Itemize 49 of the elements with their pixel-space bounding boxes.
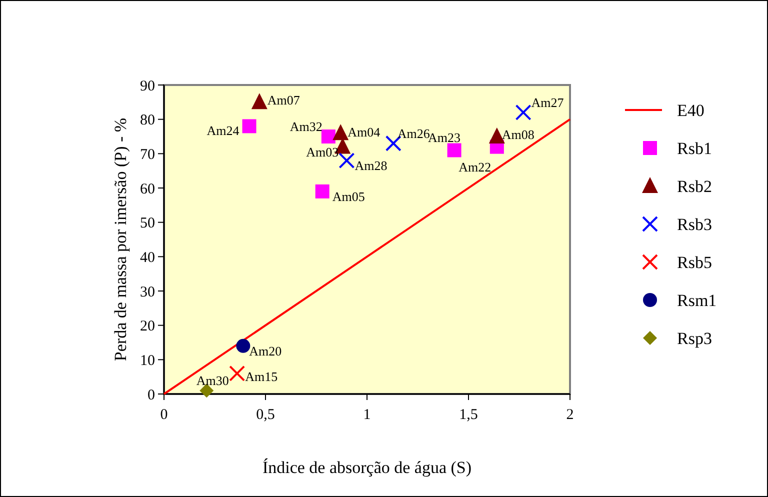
legend-label: Rsm1 bbox=[677, 290, 717, 310]
x-axis-title: Índice de absorção de água (S) bbox=[262, 458, 472, 477]
y-tick-label: 90 bbox=[140, 78, 155, 94]
y-axis-title: Perda de massa por imersão (P) - % bbox=[111, 118, 130, 362]
annotation: Am26 bbox=[397, 126, 430, 141]
point bbox=[242, 119, 256, 134]
annotation: Am32 bbox=[290, 119, 322, 134]
legend-label: Rsp3 bbox=[677, 328, 712, 348]
y-tick-label: 60 bbox=[140, 181, 155, 198]
legend-label: Rsb3 bbox=[677, 214, 712, 234]
point bbox=[332, 124, 349, 140]
y-tick-label: 30 bbox=[140, 284, 155, 300]
point bbox=[515, 104, 532, 120]
annotation: Am07 bbox=[267, 92, 300, 108]
legend-label: Rsb5 bbox=[677, 252, 712, 272]
x-tick-label: 1 bbox=[363, 407, 371, 423]
y-tick-label: 0 bbox=[148, 387, 155, 404]
annotation: Am04 bbox=[348, 124, 381, 140]
annotation: Am05 bbox=[332, 188, 365, 204]
x-tick-label: 0,5 bbox=[256, 407, 275, 423]
point bbox=[236, 338, 250, 353]
annotation: Am20 bbox=[249, 343, 282, 358]
point bbox=[251, 93, 268, 110]
annotation: Am03 bbox=[306, 144, 339, 160]
point bbox=[315, 184, 330, 198]
point bbox=[338, 152, 355, 169]
x-tick-label: 2 bbox=[566, 407, 574, 423]
annotation: Am28 bbox=[354, 158, 388, 174]
x-tick-label: 0 bbox=[160, 407, 168, 423]
annotation: Am22 bbox=[458, 159, 492, 174]
point bbox=[447, 143, 462, 158]
y-tick-label: 10 bbox=[140, 352, 155, 369]
y-tick-label: 70 bbox=[140, 146, 155, 163]
annotation: Am08 bbox=[502, 127, 534, 142]
point bbox=[321, 130, 336, 144]
y-tick-label: 50 bbox=[140, 216, 155, 232]
legend-label: Rsb1 bbox=[677, 138, 712, 158]
annotation: Am24 bbox=[206, 122, 240, 138]
y-tick-label: 80 bbox=[140, 112, 155, 129]
annotation: Am23 bbox=[428, 130, 461, 145]
y-tick-label: 40 bbox=[140, 250, 155, 266]
annotation: Am15 bbox=[245, 368, 278, 384]
legend-label: E40 bbox=[677, 100, 704, 120]
annotation: Am30 bbox=[196, 373, 229, 388]
x-tick-label: 1,5 bbox=[459, 407, 478, 423]
point bbox=[229, 365, 246, 382]
legend-label: Rsb2 bbox=[677, 176, 712, 196]
annotation: Am27 bbox=[531, 95, 564, 110]
y-tick-label: 20 bbox=[140, 318, 155, 335]
